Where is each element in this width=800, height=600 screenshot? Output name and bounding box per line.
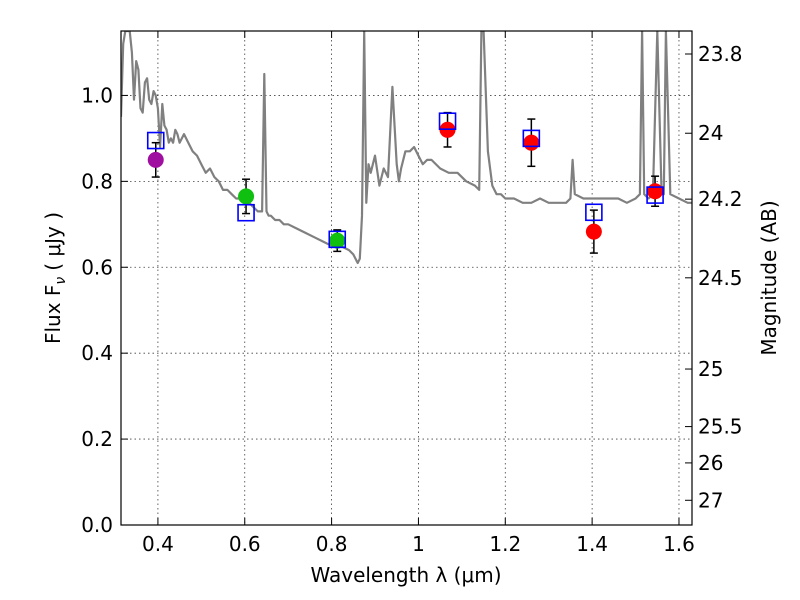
y2-tick-label: 24.5 (698, 266, 743, 290)
y-axis-title-subscript: ν (53, 277, 69, 285)
y-tick-label: 0.0 (81, 513, 113, 537)
x-tick-label: 1 (412, 532, 425, 556)
y2-tick-label: 25 (698, 357, 723, 381)
x-tick-label: 1.4 (576, 532, 608, 556)
x-tick-label: 0.4 (142, 532, 174, 556)
model-photometry-square (237, 203, 255, 222)
model-spectrum-line (121, 31, 692, 265)
model-photometry-square (146, 131, 165, 150)
observed-point (523, 134, 540, 151)
y2-tick-label: 26 (698, 451, 723, 475)
observed-point (585, 223, 602, 240)
observed-point (238, 188, 255, 205)
y-axis-title-text: Flux F (41, 285, 65, 344)
model-photometry-square (438, 112, 457, 131)
model-photometry-points (146, 112, 664, 249)
y2-tick-label: 24.2 (698, 187, 743, 211)
axis-ticks (121, 31, 692, 526)
y-axis-title: Flux Fν ( μJy ) (41, 212, 69, 344)
model-photometry-square (585, 203, 603, 222)
y-tick-label: 0.6 (81, 255, 113, 279)
y-tick-label: 0.2 (81, 427, 113, 451)
y2-tick-label: 27 (698, 488, 723, 512)
model-photometry-square (646, 186, 664, 204)
y-tick-label: 1.0 (81, 83, 113, 107)
observed-point (147, 151, 164, 168)
tick-labels: 0.4 0.6 0.8 1 1.2 1.4 1.6 0.0 0.2 0.4 0.6 0.8 1.0 23.… (81, 42, 742, 556)
y2-tick-label: 24 (698, 121, 723, 145)
plot-frame (120, 30, 693, 526)
x-tick-label: 0.8 (316, 532, 348, 556)
y2-tick-label: 25.5 (698, 415, 743, 439)
observed-point (647, 183, 664, 200)
y2-axis-title: Magnitude (AB) (757, 200, 781, 355)
x-tick-label: 1.6 (663, 532, 695, 556)
plot-area (121, 31, 692, 265)
x-tick-label: 1.2 (489, 532, 521, 556)
y-axis-title-units: ( μJy ) (41, 212, 65, 271)
error-bars (151, 111, 660, 254)
x-tick-label: 0.6 (229, 532, 261, 556)
observed-point (329, 232, 346, 249)
observed-points (147, 121, 664, 249)
y2-tick-label: 23.8 (698, 42, 743, 66)
y-tick-label: 0.8 (81, 169, 113, 193)
x-axis-title: Wavelength λ (μm) (310, 563, 501, 587)
model-photometry-square (522, 129, 541, 148)
model-photometry-square (328, 230, 347, 249)
grid-lines (121, 31, 692, 526)
y-tick-label: 0.4 (81, 341, 113, 365)
